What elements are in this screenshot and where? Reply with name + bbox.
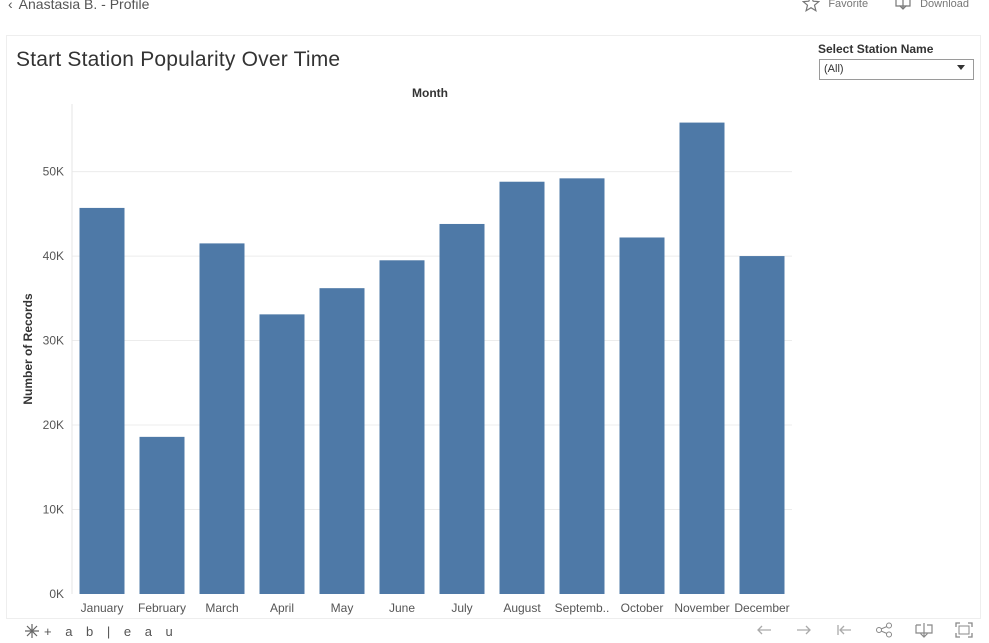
download-icon[interactable] [915,622,933,638]
x-tick-label: June [389,601,415,615]
bar-october [619,237,665,594]
station-filter-dropdown[interactable]: (All) [819,59,974,80]
bar-chart: Month 0K 10K 20K 30K 40K 50K Number of Records J… [21,86,792,615]
x-tick-label: December [734,601,789,615]
y-tick-label: 50K [43,165,64,179]
x-tick-label: Septemb.. [555,601,610,615]
bar-septemb [559,178,605,594]
y-tick-label: 0K [49,587,64,601]
undo-icon[interactable] [755,622,773,638]
x-tick-label: May [331,601,354,615]
station-filter-label: Select Station Name [818,42,934,56]
x-tick-label: March [205,601,238,615]
x-tick-label: October [621,601,664,615]
favorite-label: Favorite [828,0,869,10]
tableau-logo[interactable]: + a b | e a u [24,623,178,639]
bar-july [439,223,485,594]
column-header: Month [412,86,448,100]
redo-icon[interactable] [795,622,813,638]
bar-february [139,436,185,594]
y-tick-label: 20K [43,418,64,432]
top-bar: ‹ Anastasia B. - Profile Favorite Downlo… [0,0,989,20]
download-label: Download [920,0,969,10]
bar-april [259,314,305,594]
bar-march [199,243,245,594]
favorite-button[interactable]: Favorite [802,0,868,12]
share-icon[interactable] [875,622,893,638]
x-tick-label: April [270,601,294,615]
x-tick-label: February [138,601,186,615]
dropdown-arrow-icon [957,65,965,70]
top-actions: Favorite Download [802,0,969,12]
bar-december [739,256,785,594]
footer-toolbar [755,622,973,638]
star-icon [802,0,821,12]
chevron-left-icon: ‹ [8,0,13,12]
bar-august [499,181,545,595]
y-axis-title: Number of Records [21,293,35,405]
footer: + a b | e a u [0,620,989,641]
bar-may [319,288,365,594]
y-tick-label: 30K [43,334,64,348]
x-tick-label: August [503,601,541,615]
back-link[interactable]: ‹ Anastasia B. - Profile [8,0,149,12]
dashboard-title: Start Station Popularity Over Time [16,48,341,71]
revert-icon[interactable] [835,622,853,638]
x-tick-label: July [451,601,472,615]
station-filter-value: (All) [824,63,844,75]
fullscreen-icon[interactable] [955,622,973,638]
y-tick-label: 10K [43,503,64,517]
y-tick-label: 40K [43,249,64,263]
download-icon [894,0,912,12]
bar-january [79,207,125,594]
x-tick-label: January [81,601,124,615]
x-tick-label: November [674,601,729,615]
download-button[interactable]: Download [894,0,969,12]
tableau-logo-icon [25,624,39,638]
bar-november [679,122,725,594]
bar-june [379,260,425,594]
tableau-logo-text: + a b | e a u [44,623,178,639]
back-link-label: Anastasia B. - Profile [18,0,150,12]
